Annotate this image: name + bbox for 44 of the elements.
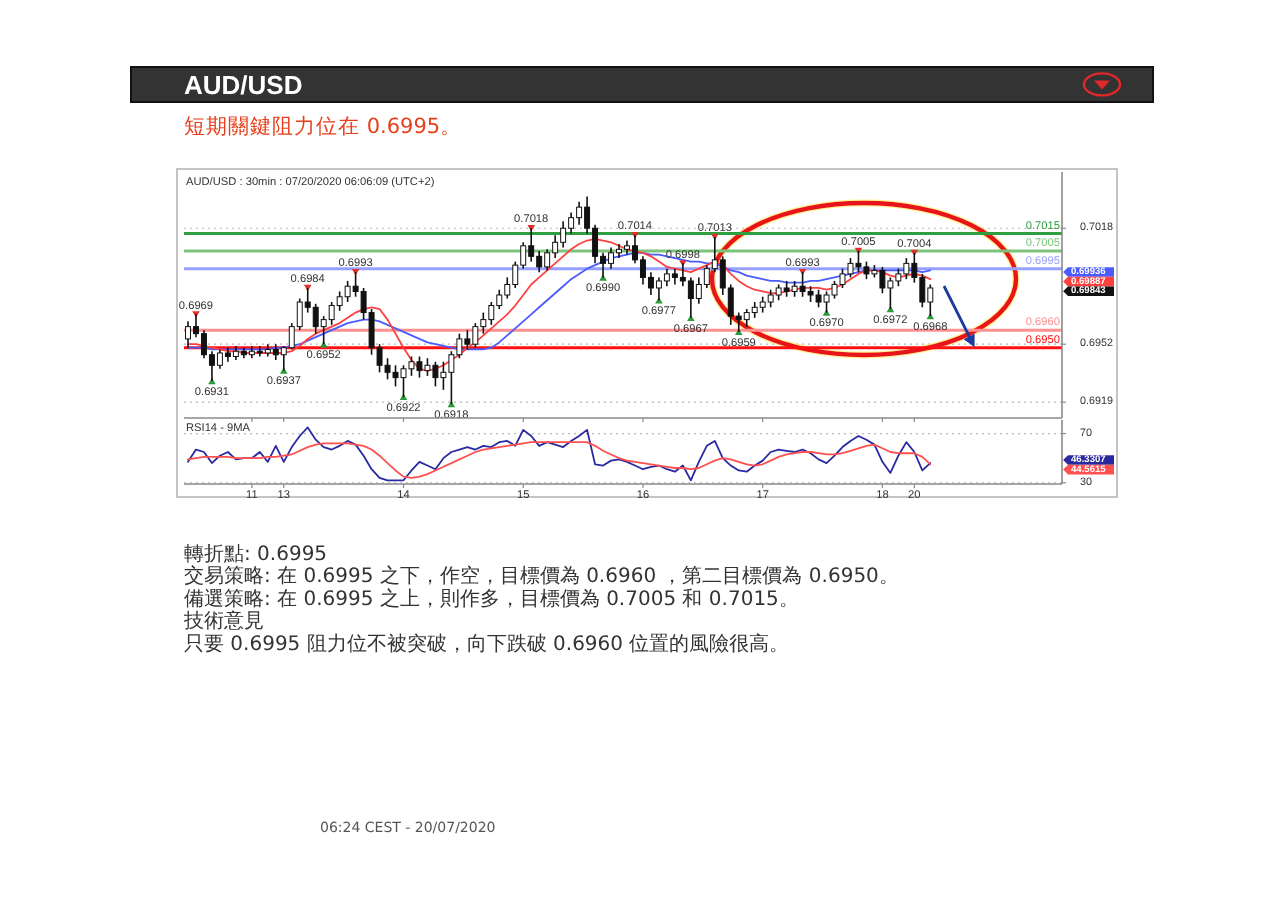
candlestick	[185, 320, 191, 349]
candlestick	[256, 345, 263, 358]
candlestick	[927, 283, 934, 317]
candlestick	[839, 267, 846, 289]
candlestick	[440, 360, 447, 391]
candlestick	[344, 280, 351, 303]
candlestick	[903, 257, 910, 280]
text: 只要 0.6995 阻力位不被突破，向下跌破 0.6960 位置的風險很高。	[184, 631, 790, 656]
candlestick	[560, 220, 567, 249]
candlestick	[488, 301, 495, 326]
candlestick	[823, 290, 830, 314]
candlestick	[216, 348, 223, 370]
candlestick	[887, 276, 894, 310]
text: 轉折點: 0.6995	[184, 542, 328, 566]
candlestick	[472, 322, 479, 349]
candlestick	[608, 246, 614, 270]
candlestick	[392, 364, 399, 388]
candlestick	[400, 364, 407, 398]
candlestick	[336, 290, 343, 312]
candlestick	[408, 355, 415, 377]
text: 交易策略: 在 0.6995 之下，作空，目標價為 0.6960 ，第二目標價為 0.6950。	[184, 564, 899, 589]
text: 技術意見	[182, 609, 264, 634]
candlestick	[464, 329, 471, 351]
text: 備選策略: 在 0.6995 之上，則作多，目標價為 0.7005 和 0.7015。	[184, 586, 799, 611]
candlestick	[879, 266, 886, 295]
candlestick	[416, 355, 423, 379]
candlestick	[312, 302, 319, 335]
line-series	[187, 426, 932, 482]
candlestick	[200, 329, 207, 360]
candlestick	[328, 301, 335, 326]
candlestick	[544, 248, 551, 272]
candlestick	[432, 360, 439, 388]
candlestick	[799, 271, 806, 298]
text: 短期關鍵阻力位在 0.6995。	[184, 113, 463, 139]
candlestick	[536, 250, 543, 273]
line-series	[187, 441, 932, 479]
candlestick	[616, 243, 622, 259]
candlestick	[576, 201, 583, 226]
text: AUD/USD	[184, 70, 303, 100]
candlestick	[695, 276, 702, 305]
candlestick	[855, 250, 862, 273]
candlestick	[568, 211, 575, 235]
candlestick	[687, 276, 694, 319]
candlestick	[847, 257, 854, 279]
